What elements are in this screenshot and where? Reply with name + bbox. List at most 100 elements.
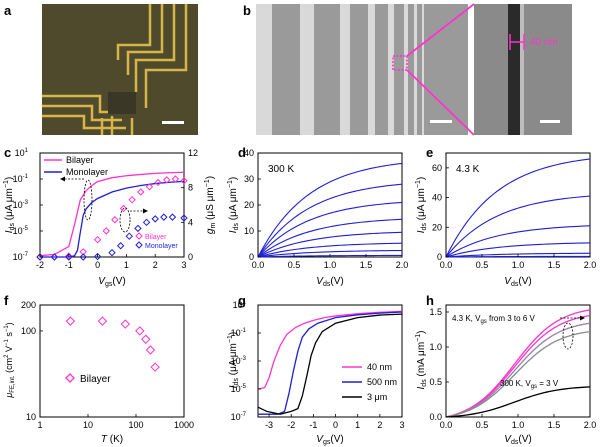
legend-marker-bilayer-inset bbox=[135, 232, 143, 240]
x-e-data-tick-label: 0.0 bbox=[440, 260, 453, 270]
gm-marker-bilayer bbox=[93, 235, 102, 244]
x-d-data-tick-label: 0.5 bbox=[288, 260, 301, 270]
xlabel-f: T (K) bbox=[101, 434, 123, 445]
x-e-data-tick-label: 2.0 bbox=[584, 260, 597, 270]
ylabel-e: Ids (μA μm−1) bbox=[415, 177, 428, 233]
y-right-c-tick-label: 4 bbox=[188, 217, 193, 227]
transfer-curve-g bbox=[257, 310, 403, 390]
x-g-tick-label: 1 bbox=[355, 420, 360, 430]
scale-bar-b-zoom bbox=[540, 120, 560, 123]
gm-marker-monolayer bbox=[142, 218, 151, 227]
x-d-data-tick-label: 1.0 bbox=[324, 260, 337, 270]
mobility-marker bbox=[65, 316, 76, 326]
tick-labels-g: -3 -2 -1 0 1 2 3 101 10-1 10-3 10-5 10-7 bbox=[231, 300, 405, 430]
annotation-ellipse-left-c bbox=[83, 179, 93, 221]
x-e-data-tick-label: 1.0 bbox=[512, 260, 525, 270]
gm-marker-monolayer bbox=[65, 253, 73, 261]
x-d-data-tick-label: 1.5 bbox=[360, 260, 373, 270]
zoom-line-bottom bbox=[406, 69, 475, 136]
legend-3um: 3 μm bbox=[367, 392, 387, 402]
panel-e: e 0.0 0.5 1.0 1.5 2.0 60 40 20 0 4.3 K Ids (μA μ… bbox=[415, 145, 596, 288]
panel-letter-a: a bbox=[4, 3, 12, 18]
x-g-tick-label: 0 bbox=[333, 420, 338, 430]
gm-marker-monolayer bbox=[108, 248, 116, 257]
tick-labels-h: 0.0 0.5 1.0 1.5 2.0 1.5 1.0 0.5 0.0 bbox=[429, 307, 596, 430]
x-c-tick-label: -1 bbox=[65, 260, 73, 270]
x-e-data-tick-label: 1.5 bbox=[548, 260, 561, 270]
panel-letter-b: b bbox=[243, 3, 251, 18]
curve-bilayer-c bbox=[39, 171, 185, 257]
x-f-tick-label: 1000 bbox=[174, 420, 194, 430]
panel-letter-g: g bbox=[238, 293, 246, 308]
x-f-tick-label: 100 bbox=[128, 420, 143, 430]
gm-marker-monolayer bbox=[180, 214, 188, 222]
legend-inset-monolayer: Monolayer bbox=[145, 243, 178, 250]
gm-marker-monolayer bbox=[36, 253, 44, 261]
y-d-data-tick-label: 10 bbox=[244, 226, 254, 236]
gm-marker-monolayer bbox=[93, 252, 102, 261]
x-c-tick-label: 1 bbox=[124, 260, 129, 270]
y-e-data-tick-label: 20 bbox=[432, 222, 442, 232]
y-left-c-tick-label: 10-3 bbox=[13, 200, 29, 210]
sem-edge bbox=[520, 4, 524, 135]
plot-data-g bbox=[257, 310, 403, 415]
x-g-tick-label: -2 bbox=[287, 420, 295, 430]
y-g-tick-label: 10-3 bbox=[231, 356, 247, 366]
y-right-c-tick-label: 12 bbox=[188, 148, 198, 158]
annotation-ellipse-h bbox=[562, 322, 574, 350]
panel-b: b 40 nm bbox=[243, 3, 572, 136]
annotation-top-h: 4.3 K, Vgs from 3 to 6 V bbox=[452, 314, 535, 325]
plot-data-h bbox=[445, 309, 591, 418]
x-f-tick-label: 1 bbox=[37, 420, 42, 430]
x-f-tick-label: 10 bbox=[83, 420, 93, 430]
transfer-curve-g bbox=[257, 313, 403, 415]
x-h-tick-label: 1.5 bbox=[548, 420, 561, 430]
y-h-tick-label: 1.0 bbox=[429, 342, 442, 352]
optical-channel-region bbox=[108, 92, 136, 114]
gm-marker-bilayer bbox=[145, 183, 154, 191]
y-e-data-tick-label: 0 bbox=[437, 252, 442, 262]
y-left-c-tick-label: 10-7 bbox=[13, 252, 29, 262]
ylabel-g: Ids (μA μm−1) bbox=[227, 332, 240, 388]
x-e-data-tick-label: 0.5 bbox=[476, 260, 489, 270]
legend-inset-bilayer: Bilayer bbox=[145, 234, 167, 241]
y-right-c-tick-label: 0 bbox=[188, 252, 193, 262]
gm-marker-bilayer bbox=[137, 188, 145, 196]
mobility-marker bbox=[141, 334, 151, 344]
arrowhead-right-c bbox=[143, 208, 148, 214]
output-curve bbox=[257, 218, 403, 258]
panel-letter-f: f bbox=[4, 293, 9, 308]
gm-marker-monolayer bbox=[116, 242, 125, 250]
legend-40nm: 40 nm bbox=[367, 362, 392, 372]
y-g-tick-label: 10-1 bbox=[231, 328, 247, 338]
x-c-tick-label: -2 bbox=[36, 260, 44, 270]
x-g-tick-label: 3 bbox=[399, 420, 404, 430]
output-curve bbox=[445, 158, 591, 258]
tick-labels-e: 0.0 0.5 1.0 1.5 2.0 60 40 20 0 bbox=[432, 163, 596, 270]
panel-a: a bbox=[4, 3, 198, 135]
y-left-c-tick-label: 10-1 bbox=[13, 174, 29, 184]
y-d-data-tick-label: 20 bbox=[244, 200, 254, 210]
plot-data-f bbox=[65, 316, 160, 372]
zoom-box bbox=[392, 55, 408, 71]
y-h-tick-label: 0.5 bbox=[429, 377, 442, 387]
xlabel-d: Vds(V) bbox=[316, 276, 343, 288]
mobility-marker bbox=[120, 319, 131, 329]
gm-marker-bilayer bbox=[154, 178, 162, 187]
y-e-data-tick-label: 60 bbox=[432, 163, 442, 173]
ylabel-right-c: gm (μS μm−1) bbox=[204, 176, 217, 234]
scale-bar-a bbox=[162, 121, 184, 124]
gm-marker-bilayer bbox=[102, 227, 110, 235]
panel-h: h 0.0 0.5 1.0 1.5 2.0 1.5 1.0 0.5 0.0 4.3 K, Vgs… bbox=[415, 293, 596, 446]
gm-marker-monolayer bbox=[134, 224, 142, 233]
output-curve-h bbox=[445, 322, 591, 418]
gm-marker-monolayer bbox=[79, 253, 87, 261]
mobility-marker bbox=[150, 362, 160, 372]
xlabel-h: Vds(V) bbox=[504, 434, 531, 446]
y-f-tick-label: 10 bbox=[26, 412, 36, 422]
annotation-bottom-h: 300 K, Vgs = 3 V bbox=[500, 379, 559, 390]
mobility-marker bbox=[145, 345, 156, 355]
